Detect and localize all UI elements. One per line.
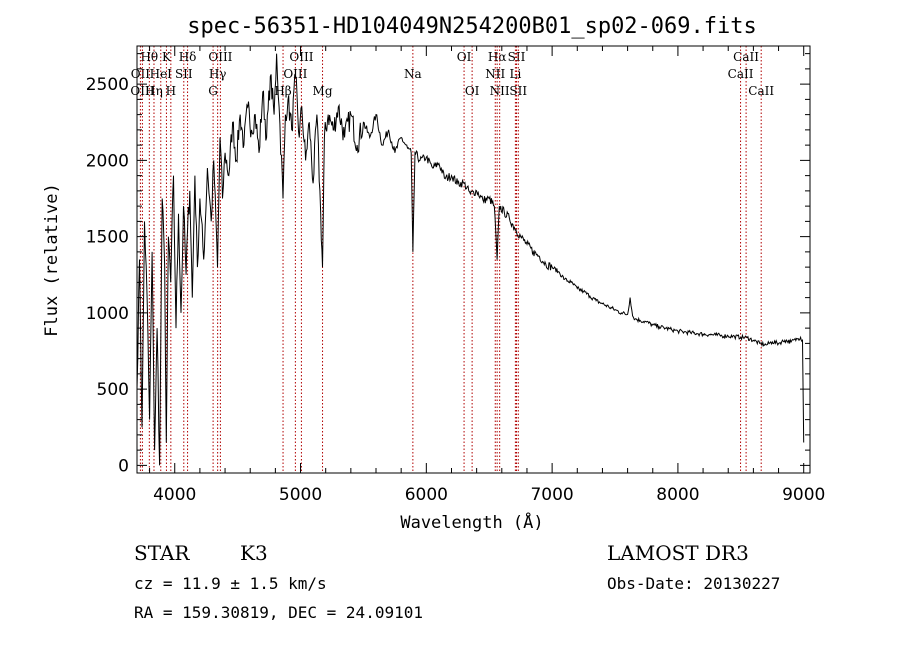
line-marker-label-2: OIII [130,84,154,98]
line-marker-label-1: OII [131,67,151,81]
series-line-flux [136,53,805,466]
line-marker-label-9: OIII [208,50,232,64]
line-marker-label-3: K [162,50,172,64]
line-marker-label-0: Hθ [140,50,158,64]
x-tick-label-2: 6000 [405,485,448,505]
y-tick-label-3: 1500 [86,228,129,248]
line-marker-label-20: SII [508,50,526,64]
x-tick-label-4: 8000 [656,485,699,505]
y-tick-label-4: 2000 [86,151,129,171]
y-tick-label-2: 1000 [86,304,129,324]
observation-date: Obs-Date: 20130227 [607,574,780,593]
plot-frame [136,45,811,474]
coordinates: RA = 159.30819, DEC = 24.09101 [134,603,423,622]
series-layer [136,53,805,466]
line-marker-label-24: SII [509,84,527,98]
line-marker-label-23: NII [490,84,510,98]
object-subclass: K3 [240,541,268,565]
redshift-velocity: cz = 11.9 ± 1.5 km/s [134,574,327,593]
line-marker-label-6: H [166,84,176,98]
line-marker-label-19: Hα [488,50,507,64]
line-marker-label-14: OIII [283,67,307,81]
x-tick-label-3: 7000 [530,485,573,505]
line-marker-label-10: Hγ [209,67,227,81]
x-tick-label-0: 4000 [153,485,196,505]
chart-title: spec-56351-HD104049N254200B01_sp02-069.f… [187,14,757,39]
line-marker-label-13: OIII [289,50,313,64]
y-tick-label-5: 2500 [86,75,129,95]
line-marker-label-26: CaII [728,67,754,81]
line-marker-label-22: Li [509,67,521,81]
x-tick-label-5: 9000 [782,485,825,505]
line-marker-label-7: Hδ [179,50,197,64]
y-tick-label-1: 500 [97,380,129,400]
y-tick-label-0: 0 [118,456,129,476]
line-marker-label-8: SII [175,67,193,81]
line-marker-label-17: OI [457,50,472,64]
line-marker-label-11: G [208,84,218,98]
line-marker-label-5: Hη [145,84,163,98]
y-axis-label: Flux (relative) [42,183,62,337]
line-marker-label-21: NII [485,67,505,81]
line-marker-label-15: Mg [313,84,333,98]
line-marker-label-16: Na [404,67,422,81]
survey-name: LAMOST DR3 [607,541,749,565]
x-axis-label: Wavelength (Å) [400,511,543,533]
axis-ticks: 4000 5000 6000 7000 8000 9000 0 500 1000 1500 2000… [86,46,825,505]
x-tick-label-1: 5000 [279,485,322,505]
object-class: STAR [134,541,190,565]
line-marker-label-18: OI [465,84,480,98]
line-marker-label-27: CaII [748,84,774,98]
line-marker-label-25: CaII [733,50,759,64]
line-marker-label-4: HeI [150,67,173,81]
